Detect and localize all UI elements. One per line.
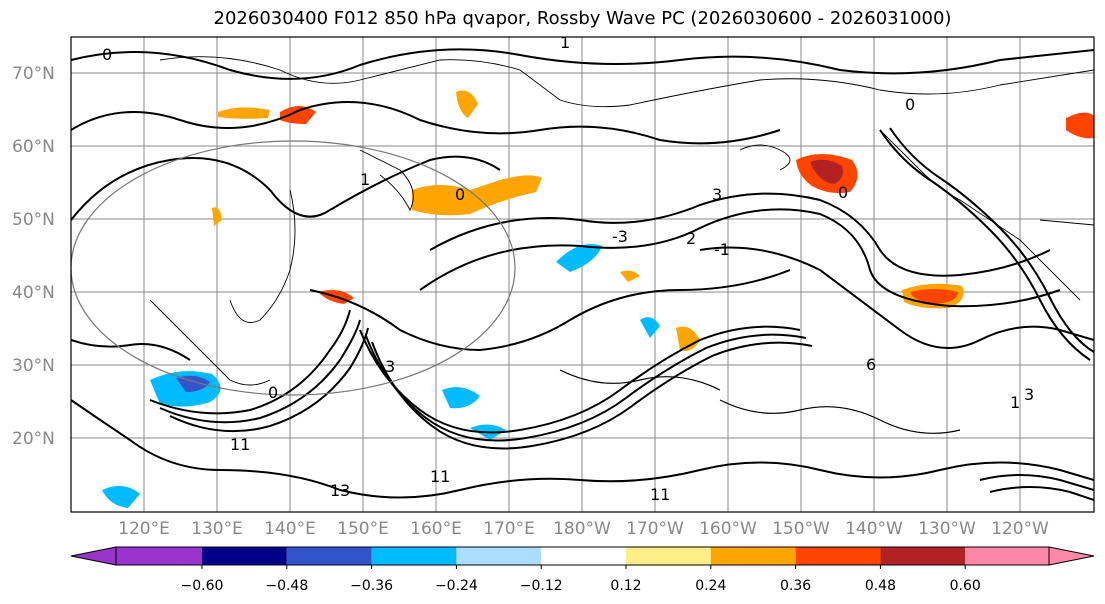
colorbar-tick-label: −0.24: [435, 578, 478, 594]
map-frame: [70, 36, 1095, 513]
lon-label: 130°E: [191, 519, 243, 539]
colorbar-cell: [456, 547, 542, 565]
svg-text:3: 3: [712, 185, 722, 204]
svg-text:6: 6: [866, 355, 876, 374]
lon-label: 150°E: [337, 519, 389, 539]
colorbar-cell: [795, 547, 881, 565]
colorbar-cell: [371, 547, 457, 565]
svg-text:11: 11: [650, 485, 670, 504]
svg-text:-1: -1: [714, 240, 730, 259]
svg-text:0: 0: [905, 95, 915, 114]
colorbar-cell: [541, 547, 626, 565]
lon-label: 140°W: [845, 519, 903, 539]
svg-text:1: 1: [560, 33, 570, 52]
svg-text:11: 11: [430, 467, 450, 486]
svg-text:0: 0: [102, 45, 112, 64]
lon-label: 180°W: [553, 519, 611, 539]
colorbar-cell: [710, 547, 796, 565]
colorbar-cell: [626, 547, 711, 565]
contour-labels: 0 0 0 1 -3 2 3 1 0 0 3 6 -1 11 11 11 13 …: [102, 33, 1034, 504]
colorbar-tick-label: 0.48: [865, 578, 896, 594]
lon-label: 120°E: [118, 519, 170, 539]
svg-text:-3: -3: [612, 227, 628, 246]
region-ellipse: [71, 140, 516, 396]
colorbar-cell: [880, 547, 966, 565]
lon-label: 140°E: [264, 519, 316, 539]
svg-text:3: 3: [1024, 385, 1034, 404]
colorbar: −0.60 −0.48 −0.36 −0.24 −0.12 0.12 0.24 0.36 0.4…: [70, 546, 1095, 594]
lon-label: 130°W: [918, 519, 976, 539]
svg-text:0: 0: [268, 383, 278, 402]
svg-text:0: 0: [455, 185, 465, 204]
lon-label: 160°E: [410, 519, 462, 539]
svg-text:13: 13: [330, 481, 350, 500]
latitude-labels: 70°N 60°N 50°N 40°N 30°N 20°N: [12, 64, 55, 449]
colorbar-tick-label: 0.24: [695, 578, 726, 594]
colorbar-tick-label: 0.36: [780, 578, 811, 594]
svg-text:3: 3: [385, 357, 395, 376]
colorbar-over-arrow: [1048, 546, 1095, 566]
colorbar-cell: [286, 547, 372, 565]
lon-label: 170°E: [483, 519, 535, 539]
colorbar-tick-label: −0.60: [181, 578, 224, 594]
lat-label: 70°N: [12, 64, 55, 84]
lon-label: 120°W: [991, 519, 1049, 539]
svg-text:0: 0: [838, 183, 848, 202]
contour-lines: [71, 48, 1094, 501]
lon-label: 160°W: [699, 519, 757, 539]
colorbar-tick-label: −0.36: [350, 578, 393, 594]
svg-text:11: 11: [230, 435, 250, 454]
lat-label: 20°N: [12, 429, 55, 449]
lon-label: 170°W: [626, 519, 684, 539]
colorbar-under-arrow: [70, 546, 117, 566]
colorbar-tick-label: 0.60: [950, 578, 981, 594]
lat-label: 30°N: [12, 356, 55, 376]
colorbar-tick-label: −0.48: [265, 578, 308, 594]
figure-title: 2026030400 F012 850 hPa qvapor, Rossby W…: [213, 8, 952, 29]
colorbar-cell: [116, 547, 202, 565]
colorbar-cell: [965, 547, 1049, 565]
lat-label: 60°N: [12, 137, 55, 157]
colorbar-cell: [202, 547, 287, 565]
lat-label: 40°N: [12, 283, 55, 303]
colorbar-tick-label: −0.12: [520, 578, 563, 594]
svg-text:2: 2: [686, 229, 696, 248]
svg-text:1: 1: [1010, 393, 1020, 412]
lon-label: 150°W: [772, 519, 830, 539]
longitude-labels: 120°E 130°E 140°E 150°E 160°E 170°E 180°…: [118, 519, 1049, 539]
lat-label: 50°N: [12, 210, 55, 230]
colorbar-tick-label: 0.12: [610, 578, 641, 594]
svg-text:1: 1: [360, 170, 370, 189]
